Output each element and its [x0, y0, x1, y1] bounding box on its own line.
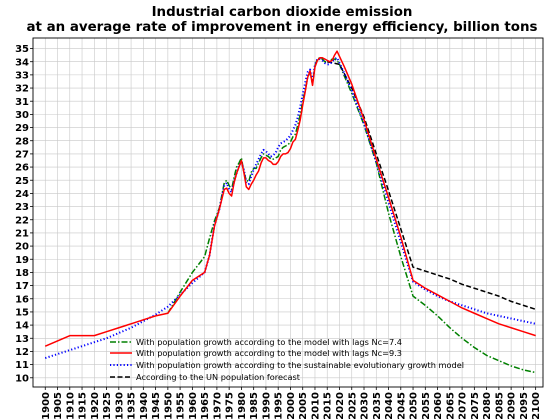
x-tick-label: 1980 [237, 392, 248, 419]
legend-item-un: According to the UN population forecast [110, 372, 301, 382]
series-lines [44, 50, 536, 374]
x-tick-label: 1905 [53, 392, 64, 419]
x-tick-label: 2030 [360, 392, 371, 419]
x-tick-label: 2095 [519, 392, 530, 419]
x-tick-label: 1955 [176, 392, 187, 419]
y-tick-label: 26 [15, 163, 29, 174]
legend: With population growth according to the … [110, 337, 464, 382]
x-tick-label: 2040 [384, 392, 395, 419]
series-line-0 [167, 57, 536, 374]
series-line-3 [327, 60, 536, 311]
x-tick-label: 1920 [90, 392, 101, 419]
x-tick-label: 1925 [102, 392, 113, 419]
x-tick-label: 1910 [65, 392, 76, 419]
plot-area [32, 37, 544, 388]
x-tick-label: 2020 [335, 392, 346, 419]
x-tick-label: 2025 [347, 392, 358, 419]
chart-title-line-2: at an average rate of improvement in ene… [26, 20, 537, 35]
legend-item-sustainable: With population growth according to the … [110, 360, 464, 370]
x-tick-label: 2015 [323, 392, 334, 419]
y-tick-label: 18 [15, 268, 29, 279]
x-tick-label: 1940 [139, 392, 150, 419]
x-tick-label: 1915 [78, 392, 89, 419]
y-tick-label: 25 [15, 176, 29, 187]
y-tick-label: 14 [15, 321, 29, 332]
y-axis-ticks: 10 11 12 13 14 15 16 17 18 19 20 21 22 23 24 25 26 27 28 29… [15, 44, 33, 384]
grid [33, 38, 543, 387]
x-tick-label: 2070 [458, 392, 469, 419]
x-tick-label: 2075 [470, 392, 481, 419]
y-tick-label: 13 [15, 334, 29, 345]
x-tick-label: 1995 [274, 392, 285, 419]
chart-title-line-1: Industrial carbon dioxide emission [152, 5, 413, 20]
x-tick-label: 2065 [445, 392, 456, 419]
y-tick-label: 19 [15, 255, 29, 266]
x-tick-label: 1970 [212, 392, 223, 419]
x-tick-label: 2050 [409, 392, 420, 419]
x-tick-label: 1960 [188, 392, 199, 419]
x-tick-label: 2085 [494, 392, 505, 419]
x-tick-label: 1965 [200, 392, 211, 419]
legend-label-nc74: With population growth according to the … [136, 337, 402, 347]
y-tick-label: 23 [15, 202, 29, 213]
y-tick-label: 12 [15, 347, 29, 358]
x-tick-label: 1945 [151, 392, 162, 419]
legend-item-nc74: With population growth according to the … [110, 337, 402, 347]
x-tick-label: 2010 [310, 392, 321, 419]
y-tick-label: 33 [15, 70, 29, 81]
x-tick-label: 1900 [41, 392, 52, 419]
x-axis-ticks: 1900 1905 1910 1915 1920 1925 1930 1935 1940 1945… [41, 387, 542, 419]
y-tick-label: 15 [15, 308, 29, 319]
legend-label-un: According to the UN population forecast [136, 372, 301, 382]
x-tick-label: 1990 [261, 392, 272, 419]
y-tick-label: 32 [15, 84, 29, 95]
y-tick-label: 29 [15, 123, 29, 134]
legend-label-nc93: With population growth according to the … [136, 348, 402, 358]
x-tick-label: 2060 [433, 392, 444, 419]
y-tick-label: 34 [15, 57, 29, 68]
y-tick-label: 27 [15, 149, 29, 160]
y-tick-label: 30 [15, 110, 29, 121]
x-tick-label: 2055 [421, 392, 432, 419]
legend-label-sustainable: With population growth according to the … [136, 360, 464, 370]
x-tick-label: 2100 [531, 392, 542, 419]
y-tick-label: 17 [15, 281, 29, 292]
series-line-1 [44, 50, 536, 347]
y-tick-label: 28 [15, 136, 29, 147]
y-tick-label: 10 [15, 373, 29, 384]
y-tick-label: 35 [15, 44, 29, 55]
x-tick-label: 1935 [127, 392, 138, 419]
y-tick-label: 20 [15, 242, 29, 253]
x-tick-label: 2035 [372, 392, 383, 419]
x-tick-label: 2005 [298, 392, 309, 419]
x-tick-label: 2045 [396, 392, 407, 419]
y-tick-label: 11 [15, 360, 29, 371]
y-tick-label: 31 [15, 97, 29, 108]
x-tick-label: 1950 [163, 392, 174, 419]
y-tick-label: 16 [15, 294, 29, 305]
y-tick-label: 21 [15, 229, 29, 240]
y-tick-label: 24 [15, 189, 29, 200]
x-tick-label: 2090 [507, 392, 518, 419]
legend-item-nc93: With population growth according to the … [110, 348, 402, 358]
x-tick-label: 1930 [114, 392, 125, 419]
x-tick-label: 2000 [286, 392, 297, 419]
x-tick-label: 1975 [225, 392, 236, 419]
x-tick-label: 1985 [249, 392, 260, 419]
y-tick-label: 22 [15, 215, 29, 226]
x-tick-label: 2080 [482, 392, 493, 419]
